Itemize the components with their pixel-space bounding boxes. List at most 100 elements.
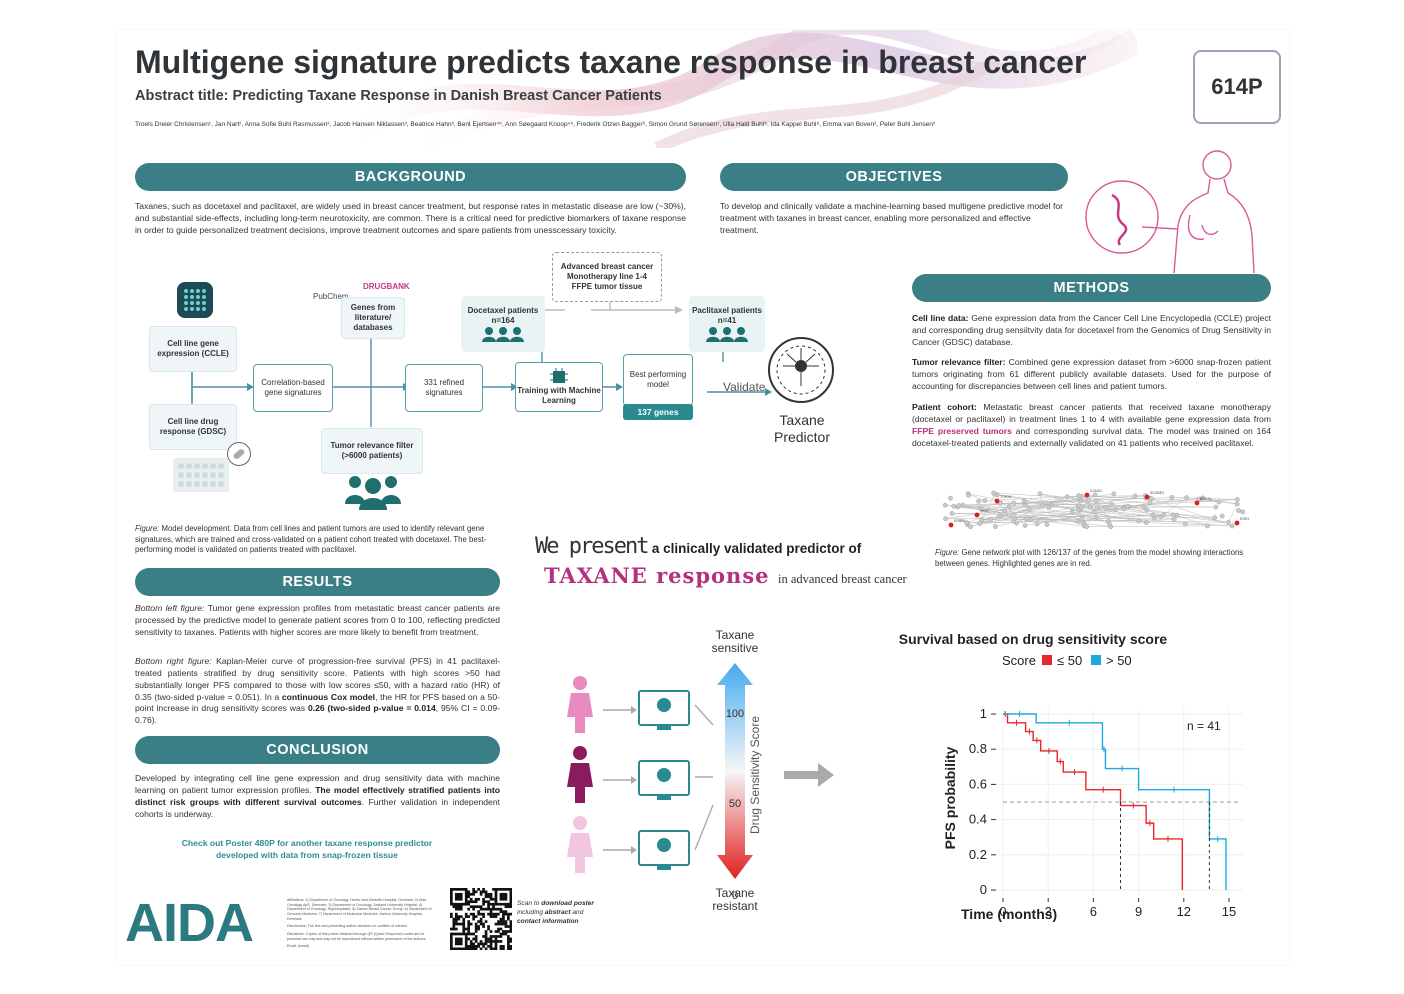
qr-module [452,922,456,926]
qr-module [507,945,510,948]
qr-module [479,912,483,916]
qr-module [502,897,505,901]
network-node [1240,509,1246,515]
qr-module [450,935,453,938]
qr-module [494,902,498,906]
taxane-predictor-icon [765,334,837,406]
qr-module [492,905,495,909]
methods-tumor-label: Tumor relevance filter: [912,357,1006,367]
qr-module [499,932,503,936]
network-node [1234,501,1240,507]
qr-module [450,892,453,896]
qr-module [497,888,500,891]
predictor-text: a clinically validated predictor of [651,541,862,556]
conclusion-banner: CONCLUSION [135,736,500,764]
network-node [1234,497,1240,502]
qr-module [509,925,513,928]
qr-module [454,897,458,901]
network-node [1132,493,1138,499]
qr-module [492,940,495,943]
qr-module [469,892,473,896]
score-figure: Taxane sensitive Taxane resistant [557,625,782,925]
network-node [1108,524,1114,530]
objectives-banner: OBJECTIVES [720,163,1068,191]
network-node [1044,522,1050,528]
qr-module [509,937,513,941]
qr-module [457,937,461,941]
qr-module [467,890,471,894]
qr-module [487,900,490,904]
qr-module [487,925,490,928]
qr-module [477,888,480,891]
qr-module [464,892,468,896]
qr-module [479,922,483,926]
qr-module [454,932,458,936]
qr-module [502,920,505,923]
qr-module [482,890,485,894]
qr-module [492,907,495,911]
qr-module [459,915,463,918]
qr-module [450,937,453,941]
network-node [1170,512,1176,518]
qr-module [459,937,463,941]
qr-module [457,892,461,896]
qr-module [484,930,488,933]
qr-module [472,945,475,948]
network-node [1079,505,1085,511]
qr-module [462,920,466,923]
qr-module [477,945,480,948]
network-node [1113,507,1119,512]
qr-module [502,895,505,899]
network-node [1183,521,1188,527]
qr-module [464,900,468,904]
network-edge [1025,506,1129,526]
qr-module [507,905,510,909]
qr-module [487,902,490,906]
qr-module [457,897,461,901]
qr-module [507,888,510,891]
qr-module [492,935,495,938]
qr-module [464,915,468,918]
km-series-line-0 [1003,713,1183,890]
qr-module [479,890,483,894]
network-node [1011,500,1017,506]
qr-module [499,945,503,948]
qr-module [450,900,453,904]
qr-code[interactable] [450,888,513,951]
qr-module [479,947,483,951]
aida-logo: AIDA [125,893,254,953]
background-banner: BACKGROUND [135,163,686,191]
qr-module [474,940,478,943]
poster-480p-link[interactable]: Check out Poster 480P for another taxane… [181,838,433,860]
score-graphic: Drug Sensitivity Score 100 50 0 [567,663,762,902]
qr-module [469,947,473,951]
qr-module [454,895,458,899]
qr-module [504,888,508,891]
network-node [1169,495,1175,500]
network-node [948,495,953,501]
footer-disclaimer: Disclaimer: Copies of this poster obtain… [287,932,427,941]
results-right-label: Bottom right figure: [135,656,212,666]
qr-module [509,922,513,926]
qr-module [507,902,510,906]
qr-module [467,932,471,936]
qr-module [494,890,498,894]
network-node [1006,503,1012,509]
qr-module [472,947,475,951]
network-node [1184,495,1189,501]
qr-module [482,900,485,904]
qr-module [464,897,468,901]
qr-module [457,915,461,918]
qr-module [477,942,480,946]
qr-module [479,905,483,909]
score-axis-label: Drug Sensitivity Score [748,716,762,834]
qr-module [450,902,453,906]
network-node [1109,501,1114,507]
qr-module [499,902,503,906]
qr-module [454,940,458,943]
km-ytick-label: 0.4 [969,812,987,827]
qr-module [454,912,458,916]
network-node [943,516,949,522]
qr-module [504,905,508,909]
qr-module [487,940,490,943]
